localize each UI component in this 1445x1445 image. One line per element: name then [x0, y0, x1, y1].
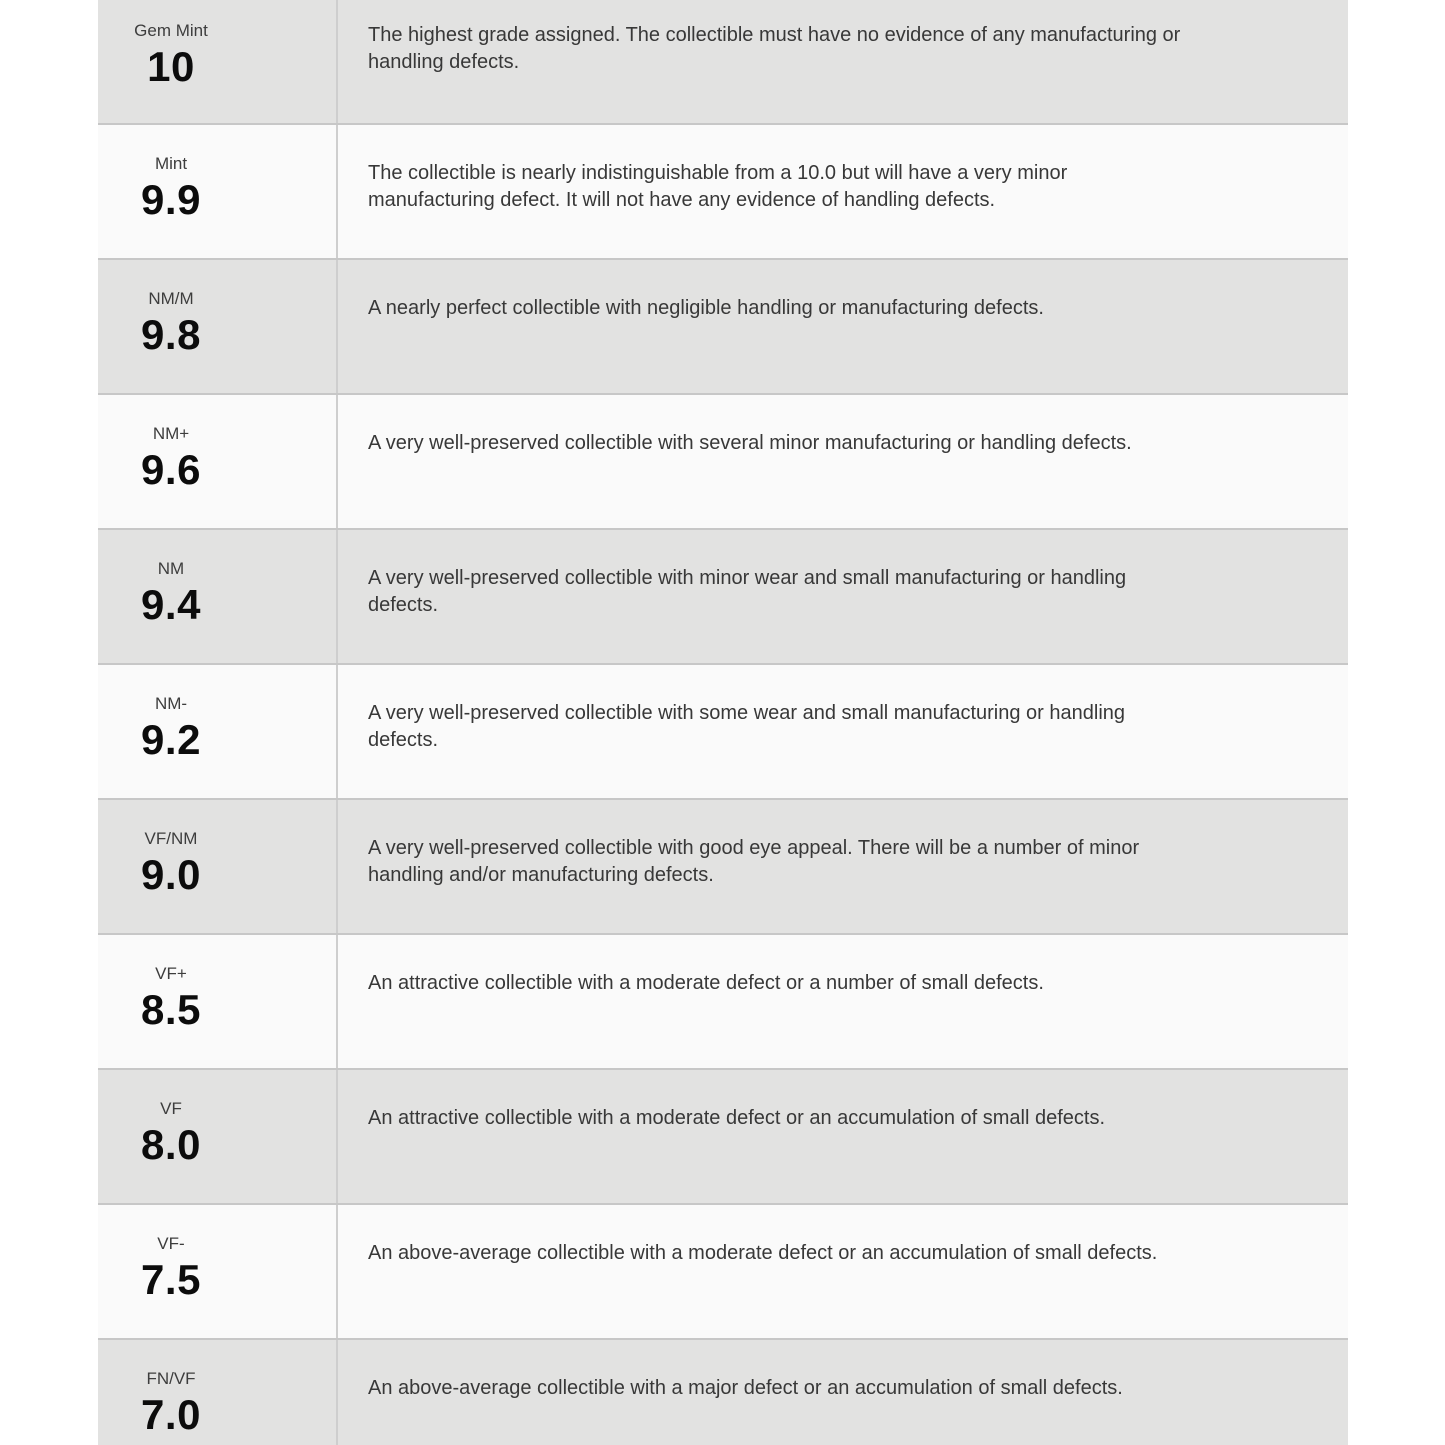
grade-value: 9.2 — [141, 716, 201, 763]
grade-cell: Mint 9.9 — [98, 125, 336, 258]
grading-row: FN/VF 7.0 An above-average collectible w… — [98, 1340, 1348, 1445]
grading-row: NM 9.4 A very well-preserved collectible… — [98, 530, 1348, 665]
grade-description: An above-average collectible with a majo… — [336, 1340, 1348, 1445]
grade-cell: NM- 9.2 — [98, 665, 336, 798]
grading-row: Gem Mint 10 The highest grade assigned. … — [98, 0, 1348, 125]
grading-row: NM/M 9.8 A nearly perfect collectible wi… — [98, 260, 1348, 395]
grade-name: VF- — [157, 1234, 185, 1253]
grade-cell: VF+ 8.5 — [98, 935, 336, 1068]
grade-cell: FN/VF 7.0 — [98, 1340, 336, 1445]
grade-description: An attractive collectible with a moderat… — [336, 935, 1348, 1068]
grade-cell: VF 8.0 — [98, 1070, 336, 1203]
grade-name: NM- — [154, 694, 188, 713]
grade-value: 8.0 — [141, 1121, 201, 1168]
grade-value: 7.5 — [141, 1256, 201, 1303]
grade-cell: VF/NM 9.0 — [98, 800, 336, 933]
grade-name: VF+ — [155, 964, 187, 983]
grade-value: 9.0 — [141, 851, 201, 898]
grade-value: 10 — [147, 43, 195, 90]
grading-row: VF- 7.5 An above-average collectible wit… — [98, 1205, 1348, 1340]
grade-name: VF/NM — [144, 829, 198, 848]
grade-value: 8.5 — [141, 986, 201, 1033]
grade-cell: NM/M 9.8 — [98, 260, 336, 393]
grading-row: VF/NM 9.0 A very well-preserved collecti… — [98, 800, 1348, 935]
grade-cell: VF- 7.5 — [98, 1205, 336, 1338]
grade-value: 9.6 — [141, 446, 201, 493]
grading-row: Mint 9.9 The collectible is nearly indis… — [98, 125, 1348, 260]
grade-description: A very well-preserved collectible with s… — [336, 395, 1348, 528]
grade-cell: NM+ 9.6 — [98, 395, 336, 528]
grading-row: NM- 9.2 A very well-preserved collectibl… — [98, 665, 1348, 800]
grade-description: A very well-preserved collectible with g… — [336, 800, 1348, 933]
grade-cell: NM 9.4 — [98, 530, 336, 663]
grade-name: VF — [160, 1099, 182, 1118]
grading-row: VF+ 8.5 An attractive collectible with a… — [98, 935, 1348, 1070]
grade-description: An above-average collectible with a mode… — [336, 1205, 1348, 1338]
grade-name: NM+ — [152, 424, 190, 443]
grade-value: 7.0 — [141, 1391, 201, 1438]
grade-name: NM/M — [148, 289, 194, 308]
grade-value: 9.8 — [141, 311, 201, 358]
grade-name: Mint — [154, 154, 188, 173]
grade-cell: Gem Mint 10 — [98, 0, 336, 123]
grading-row: NM+ 9.6 A very well-preserved collectibl… — [98, 395, 1348, 530]
grade-description: A nearly perfect collectible with neglig… — [336, 260, 1348, 393]
grade-name: FN/VF — [146, 1369, 196, 1388]
grade-description: A very well-preserved collectible with m… — [336, 530, 1348, 663]
grade-name: Gem Mint — [134, 21, 208, 40]
grade-description: A very well-preserved collectible with s… — [336, 665, 1348, 798]
grade-value: 9.9 — [141, 176, 201, 223]
grade-name: NM — [157, 559, 185, 578]
grade-description: The highest grade assigned. The collecti… — [336, 0, 1348, 123]
grading-scale-table: Gem Mint 10 The highest grade assigned. … — [98, 0, 1348, 1445]
grading-row: VF 8.0 An attractive collectible with a … — [98, 1070, 1348, 1205]
grade-value: 9.4 — [141, 581, 201, 628]
grade-description: An attractive collectible with a moderat… — [336, 1070, 1348, 1203]
grade-description: The collectible is nearly indistinguisha… — [336, 125, 1348, 258]
